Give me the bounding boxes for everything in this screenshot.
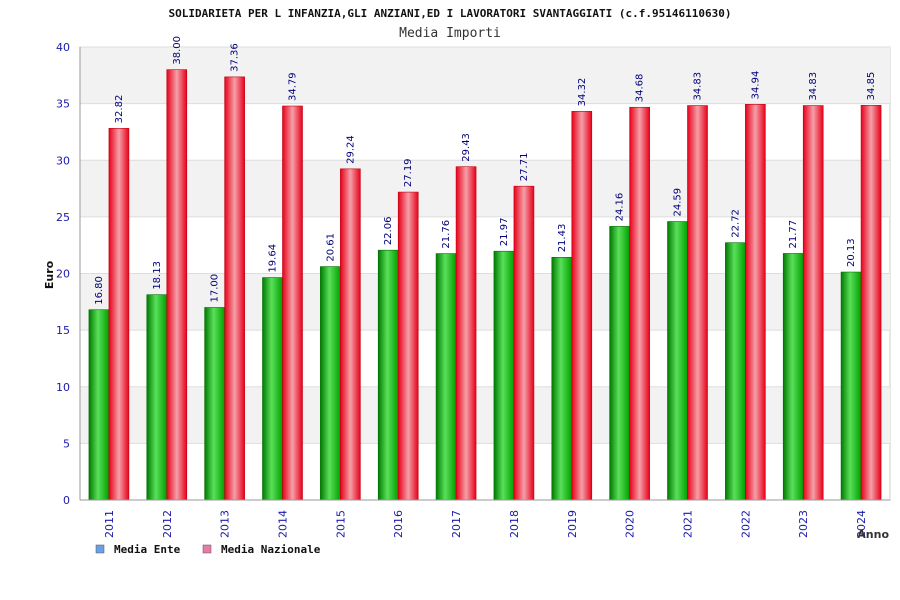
- x-tick-label: 2013: [219, 510, 232, 538]
- legend-swatch-media-nazionale: [202, 544, 212, 554]
- data-label: 21.97: [499, 218, 510, 247]
- grid-band: [80, 47, 890, 104]
- bar-media-ente-2024: [840, 271, 862, 501]
- y-tick-label: 35: [56, 98, 70, 111]
- grid-band: [80, 386, 890, 444]
- bar-media-ente-2012: [146, 294, 168, 501]
- data-label: 24.16: [615, 193, 626, 222]
- data-label: 21.76: [441, 220, 452, 249]
- data-label: 18.13: [152, 261, 163, 290]
- data-label: 22.06: [383, 217, 394, 246]
- legend-swatch-media-ente: [95, 544, 105, 554]
- chart-subtitle: Media Importi: [399, 26, 501, 41]
- legend-label-media-nazionale: Media Nazionale: [221, 543, 321, 556]
- bar-media-nazionale-2022: [745, 104, 766, 501]
- y-tick-label: 0: [63, 494, 70, 507]
- y-tick-label: 30: [56, 154, 70, 167]
- data-label: 34.83: [693, 72, 704, 101]
- y-tick-label: 25: [56, 211, 70, 224]
- bar-media-ente-2014: [262, 277, 283, 501]
- data-label: 32.82: [114, 95, 125, 124]
- data-label: 21.43: [557, 224, 568, 253]
- y-tick-label: 20: [56, 268, 70, 281]
- bar-media-ente-2011: [88, 309, 110, 501]
- bar-media-nazionale-2019: [571, 111, 593, 501]
- data-label: 34.94: [750, 71, 761, 100]
- bar-media-ente-2023: [782, 253, 804, 501]
- data-label: 37.36: [230, 43, 241, 72]
- y-axis-label: Euro: [43, 260, 56, 289]
- bar-media-ente-2013: [204, 307, 225, 501]
- y-tick-label: 10: [56, 381, 70, 394]
- x-tick-label: 2023: [797, 510, 810, 538]
- bar-media-nazionale-2014: [282, 105, 303, 501]
- bar-media-ente-2016: [377, 249, 399, 501]
- x-tick-label: 2021: [682, 510, 695, 538]
- legend: Media Ente Media Nazionale: [95, 543, 321, 556]
- bar-media-nazionale-2020: [629, 106, 650, 501]
- legend-label-media-ente: Media Ente: [114, 543, 181, 556]
- x-axis-ticks: 2011 2012 2013 2014 2015 2016 2017 2018 2019 2020…: [103, 510, 868, 538]
- data-label: 16.80: [94, 276, 105, 305]
- data-label: 29.43: [461, 133, 472, 162]
- bar-media-ente-2018: [493, 250, 515, 501]
- data-label: 27.71: [519, 153, 530, 182]
- y-axis-ticks: 0 5 10 15 20 25 30 35 40: [56, 41, 70, 507]
- y-tick-label: 15: [56, 324, 70, 337]
- bar-media-nazionale-2018: [513, 185, 535, 501]
- x-tick-label: 2016: [392, 510, 405, 538]
- x-axis-label: Anno: [857, 528, 889, 541]
- data-labels: 16.80 32.82 18.13 38.00 17.00 37.36 19.64 34.79…: [94, 36, 877, 305]
- x-tick-label: 2011: [103, 510, 116, 538]
- x-tick-label: 2019: [566, 510, 579, 538]
- bar-media-nazionale-2024: [860, 105, 882, 501]
- bar-media-nazionale-2015: [340, 168, 361, 501]
- grid-band: [80, 273, 890, 331]
- data-label: 34.68: [635, 74, 646, 103]
- bar-media-ente-2019: [551, 257, 573, 501]
- bar-media-ente-2021: [667, 221, 688, 501]
- bar-media-nazionale-2011: [108, 128, 130, 501]
- data-label: 38.00: [172, 36, 183, 65]
- y-tick-label: 40: [56, 41, 70, 54]
- chart-title: SOLIDARIETA PER L INFANZIA,GLI ANZIANI,E…: [169, 7, 732, 20]
- bar-media-ente-2020: [609, 226, 630, 501]
- data-label: 22.72: [730, 209, 741, 238]
- x-tick-label: 2017: [450, 510, 463, 538]
- x-tick-label: 2012: [161, 510, 174, 538]
- data-label: 20.13: [846, 238, 857, 267]
- y-tick-label: 5: [63, 437, 70, 450]
- bar-media-nazionale-2012: [166, 69, 188, 501]
- bar-media-nazionale-2016: [397, 191, 419, 501]
- x-tick-label: 2024: [855, 510, 868, 538]
- data-label: 27.19: [403, 158, 414, 187]
- grid-band: [80, 160, 890, 217]
- bar-media-ente-2022: [725, 242, 746, 501]
- data-label: 34.83: [808, 72, 819, 101]
- data-label: 29.24: [345, 135, 356, 164]
- data-label: 34.32: [577, 78, 588, 107]
- x-tick-label: 2018: [508, 510, 521, 538]
- x-tick-label: 2014: [277, 510, 290, 538]
- bar-media-ente-2015: [320, 266, 341, 501]
- bar-media-nazionale-2023: [802, 105, 824, 501]
- bar-media-nazionale-2017: [455, 166, 477, 501]
- data-label: 21.77: [788, 220, 799, 249]
- x-tick-label: 2015: [334, 510, 347, 538]
- bar-media-nazionale-2013: [224, 76, 245, 501]
- data-label: 24.59: [673, 188, 684, 217]
- bar-media-nazionale-2021: [687, 105, 708, 501]
- bars: [88, 69, 882, 501]
- bar-media-ente-2017: [435, 253, 457, 501]
- x-tick-label: 2020: [624, 510, 637, 538]
- data-label: 19.64: [268, 244, 279, 273]
- data-label: 17.00: [210, 274, 221, 303]
- x-tick-label: 2022: [739, 510, 752, 538]
- data-label: 34.85: [866, 72, 877, 101]
- data-label: 34.79: [288, 72, 299, 101]
- data-label: 20.61: [325, 233, 336, 262]
